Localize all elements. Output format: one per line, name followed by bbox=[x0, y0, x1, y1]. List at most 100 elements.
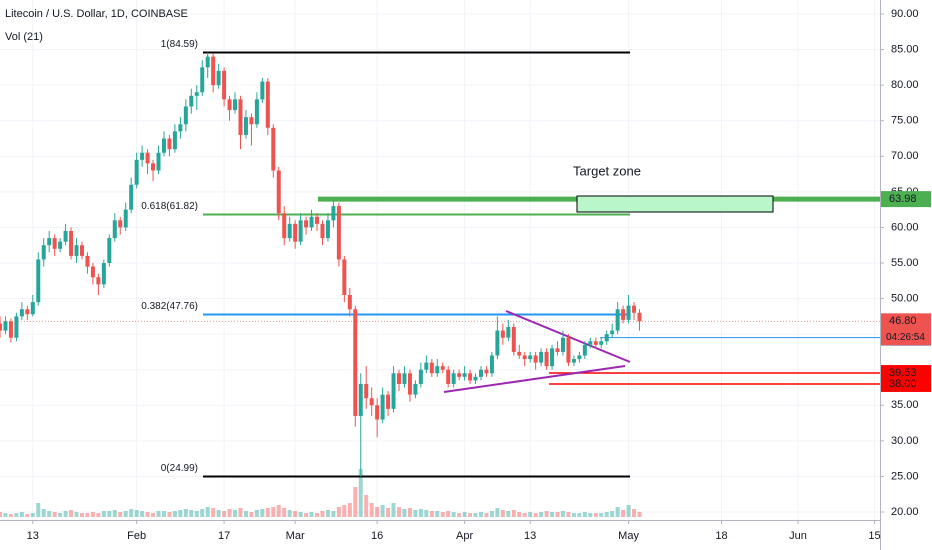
fib-level-label: 0.382(47.76) bbox=[141, 301, 198, 312]
target-zone-label: Target zone bbox=[573, 163, 641, 178]
candle-body bbox=[200, 67, 205, 93]
volume-bar bbox=[90, 512, 95, 517]
candle-body bbox=[468, 373, 473, 381]
volume-bar bbox=[233, 510, 238, 517]
x-tick-label: 15 bbox=[868, 530, 880, 542]
x-tick-label: Apr bbox=[456, 530, 473, 542]
candle-body bbox=[588, 341, 593, 345]
price-label-bg bbox=[881, 191, 931, 208]
y-tick-label: 60.00 bbox=[891, 221, 919, 233]
candle-body bbox=[30, 302, 35, 315]
volume-bar bbox=[211, 508, 216, 517]
candle-body bbox=[249, 117, 254, 125]
volume-bar bbox=[418, 509, 423, 517]
candle-body bbox=[593, 341, 598, 345]
volume-bar bbox=[347, 503, 352, 517]
candle-body bbox=[271, 127, 276, 171]
candle-body bbox=[347, 295, 352, 310]
chart-title: Litecoin / U.S. Dollar, 1D, COINBASE bbox=[5, 8, 188, 20]
volume-bar bbox=[238, 508, 243, 517]
candle-body bbox=[320, 223, 325, 239]
candle-body bbox=[69, 230, 74, 256]
volume-bar bbox=[52, 512, 57, 517]
candle-body bbox=[227, 99, 232, 111]
candle-body bbox=[276, 170, 281, 214]
volume-bar bbox=[593, 513, 598, 517]
candle-body bbox=[364, 383, 369, 399]
candle-body bbox=[353, 309, 358, 416]
candle-body bbox=[407, 373, 412, 395]
volume-pane bbox=[0, 469, 642, 517]
fib-level-label: 0(24.99) bbox=[161, 463, 198, 474]
volume-bar bbox=[331, 511, 336, 517]
volume-bar bbox=[550, 512, 555, 517]
candle-body bbox=[484, 369, 489, 374]
candle-body bbox=[566, 337, 571, 363]
volume-bar bbox=[588, 513, 593, 517]
volume-bar bbox=[610, 511, 615, 517]
volume-bar bbox=[3, 513, 8, 517]
volume-bar bbox=[380, 505, 385, 517]
volume-bar bbox=[522, 513, 527, 517]
candle-body bbox=[489, 355, 494, 374]
volume-bar bbox=[375, 507, 380, 517]
volume-bar bbox=[271, 507, 276, 517]
volume-bar bbox=[282, 508, 287, 517]
volume-bar bbox=[79, 513, 84, 517]
volume-bar bbox=[304, 513, 309, 517]
volume-bar bbox=[151, 513, 156, 517]
candle-body bbox=[178, 124, 183, 132]
volume-bar bbox=[478, 512, 483, 517]
volume-bar bbox=[511, 510, 516, 517]
candle-body bbox=[429, 362, 434, 374]
candle-body bbox=[358, 383, 363, 416]
candle-body bbox=[380, 394, 385, 420]
y-tick-label: 85.00 bbox=[891, 43, 919, 55]
candle-body bbox=[413, 383, 418, 395]
candle-body bbox=[145, 152, 150, 164]
y-tick-label: 35.00 bbox=[891, 399, 919, 411]
volume-bar bbox=[25, 514, 30, 517]
volume-bar bbox=[178, 510, 183, 517]
volume-bar bbox=[457, 513, 462, 517]
volume-bar bbox=[276, 505, 281, 517]
y-tick-label: 30.00 bbox=[891, 435, 919, 447]
y-tick-label: 25.00 bbox=[891, 470, 919, 482]
volume-bar bbox=[500, 510, 505, 517]
volume-bar bbox=[309, 512, 314, 517]
candle-body bbox=[129, 184, 134, 210]
candle-body bbox=[632, 305, 637, 313]
levels: 1(84.59) 0.618(61.82) 0.382(47.76) 0(24.99)… bbox=[0, 39, 880, 478]
candle-body bbox=[375, 405, 380, 420]
x-tick-label: May bbox=[618, 530, 639, 542]
volume-bar bbox=[320, 511, 325, 517]
x-tick-label: 16 bbox=[371, 530, 383, 542]
volume-bar bbox=[429, 511, 434, 517]
y-tick-label: 90.00 bbox=[891, 8, 919, 20]
volume-bar bbox=[118, 512, 123, 517]
volume-bar bbox=[156, 511, 161, 517]
volume-bar bbox=[30, 513, 35, 517]
volume-bar bbox=[462, 512, 467, 517]
volume-bar bbox=[265, 508, 270, 517]
volume-bar bbox=[571, 513, 576, 517]
volume-bar bbox=[407, 508, 412, 517]
volume-bar bbox=[101, 511, 106, 517]
volume-bar bbox=[243, 511, 248, 517]
y-tick-label: 50.00 bbox=[891, 292, 919, 304]
candle-body bbox=[205, 56, 210, 68]
volume-bar bbox=[364, 495, 369, 517]
candle-body bbox=[298, 220, 303, 242]
volume-bar bbox=[473, 513, 478, 517]
volume-bar bbox=[194, 511, 199, 517]
volume-bar bbox=[637, 512, 642, 517]
candle-body bbox=[637, 312, 642, 322]
volume-bar bbox=[517, 512, 522, 517]
volume-bar bbox=[506, 511, 511, 517]
candle-body bbox=[560, 337, 565, 352]
volume-bar bbox=[227, 509, 232, 517]
volume-label: Vol (21) bbox=[5, 31, 43, 43]
volume-bar bbox=[424, 510, 429, 517]
candle-body bbox=[325, 220, 330, 239]
